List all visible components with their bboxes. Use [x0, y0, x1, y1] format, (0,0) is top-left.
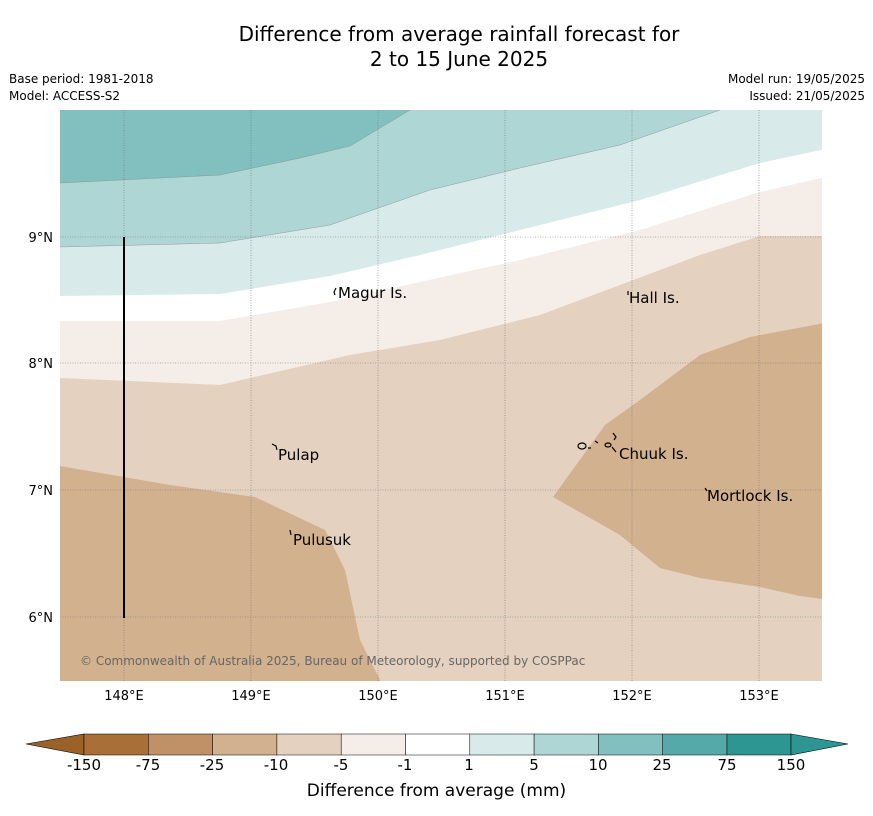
colorbar-tick-label: 1 — [464, 756, 474, 774]
colorbar-box — [662, 733, 728, 756]
title-line-2: 2 to 15 June 2025 — [369, 47, 549, 71]
place-label-mortlock: Mortlock Is. — [707, 487, 793, 505]
lat-tick-label: 6°N — [29, 611, 54, 626]
lon-tick-label: 151°E — [485, 689, 525, 704]
lon-tick-label: 150°E — [358, 689, 398, 704]
colorbar-box — [469, 733, 535, 756]
place-labels: Magur Is. Hall Is. Pulap Chuuk Is. Mortl… — [278, 284, 793, 549]
colorbar-tick-label: -75 — [135, 756, 161, 774]
place-label-pulap: Pulap — [278, 446, 319, 464]
colorbar-box — [340, 733, 406, 756]
colorbar-boxes — [83, 733, 792, 756]
model-run: Model run: 19/05/2025 — [727, 72, 865, 86]
place-label-pulusuk: Pulusuk — [293, 531, 351, 549]
colorbar-box — [598, 733, 663, 756]
lon-tick-label: 152°E — [612, 689, 652, 704]
lat-tick-label: 8°N — [29, 357, 54, 372]
island-markers — [271, 287, 708, 536]
map-title: Difference from average rainfall forecas… — [0, 22, 873, 72]
colorbar-box — [533, 733, 599, 756]
colorbar-tick-label: 150 — [776, 756, 806, 774]
colorbar-tick-label: -5 — [333, 756, 349, 774]
colorbar-box — [83, 733, 149, 756]
colorbar-tick-label: -150 — [66, 756, 102, 774]
lat-tick-label: 9°N — [29, 231, 54, 246]
colorbar-tick-label: 75 — [717, 756, 737, 774]
colorbar-tick-label: -25 — [199, 756, 225, 774]
contour-band-minus25-minus10-west — [60, 466, 381, 681]
colorbar-tick-label: 5 — [529, 756, 539, 774]
metadata-left: Base period: 1981-2018 Model: ACCESS-S2 — [9, 71, 154, 105]
colorbar-tick-label: 25 — [652, 756, 672, 774]
colorbar-box — [405, 733, 471, 756]
lon-tick-label: 153°E — [739, 689, 779, 704]
copyright-notice: © Commonwealth of Australia 2025, Bureau… — [80, 654, 585, 668]
contour-band-minus25-minus10-east — [553, 323, 822, 599]
issued-date: Issued: 21/05/2025 — [749, 89, 865, 103]
lon-tick-label: 149°E — [231, 689, 271, 704]
place-label-magur: Magur Is. — [338, 284, 407, 302]
place-label-chuuk: Chuuk Is. — [619, 445, 688, 463]
model-name: Model: ACCESS-S2 — [9, 89, 121, 103]
colorbar-title: Difference from average (mm) — [306, 781, 567, 801]
lon-tick-label: 148°E — [104, 689, 144, 704]
metadata-right: Model run: 19/05/2025 Issued: 21/05/2025 — [728, 71, 865, 105]
place-label-hall: Hall Is. — [629, 289, 680, 307]
lon-tick-labels: 148°E 149°E 150°E 151°E 152°E 153°E — [104, 689, 779, 704]
contour-fill-layer — [60, 110, 822, 681]
colorbar-box — [726, 733, 792, 756]
colorbar-box — [276, 733, 342, 756]
colorbar-tick-label: 10 — [588, 756, 608, 774]
colorbar-box — [212, 733, 278, 756]
colorbar-extend-low — [25, 733, 85, 756]
colorbar — [25, 733, 849, 756]
title-line-1: Difference from average rainfall forecas… — [238, 22, 680, 46]
colorbar-tick-label: -10 — [263, 756, 289, 774]
colorbar-extend-high — [790, 733, 849, 756]
lat-tick-label: 7°N — [29, 484, 54, 499]
base-period: Base period: 1981-2018 — [9, 72, 154, 86]
colorbar-tick-label: -1 — [397, 756, 413, 774]
colorbar-box — [148, 733, 213, 756]
lat-tick-labels: 9°N 8°N 7°N 6°N — [29, 231, 54, 626]
contour-band-10-25 — [60, 110, 410, 183]
